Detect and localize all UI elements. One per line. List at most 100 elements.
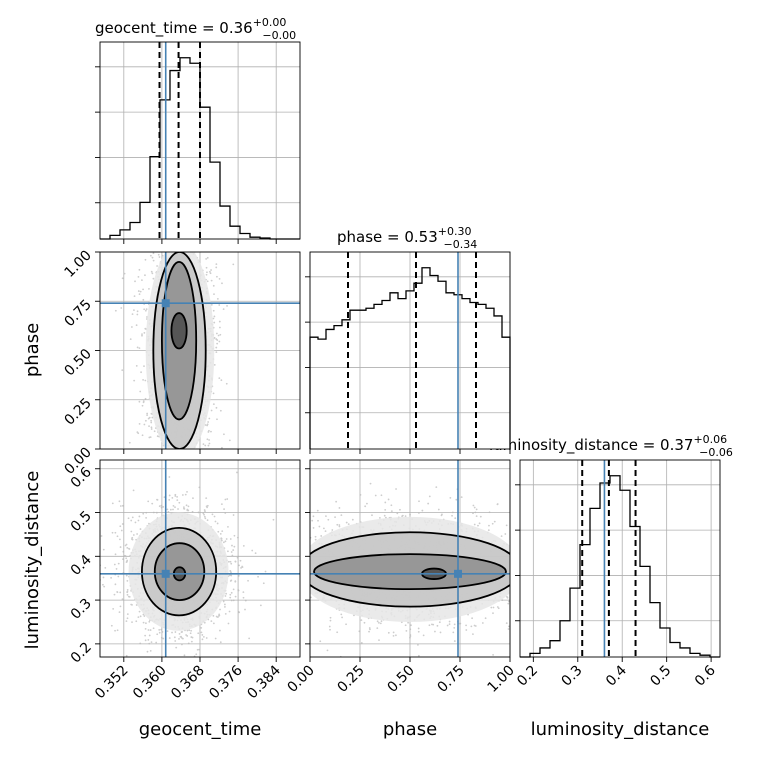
sample-point (244, 608, 246, 611)
sample-point (132, 489, 135, 492)
sample-point (162, 505, 165, 508)
sample-point (102, 548, 105, 551)
sample-point (158, 505, 161, 508)
sample-point (139, 528, 142, 530)
sample-point (171, 249, 173, 251)
sample-point (421, 509, 424, 512)
sample-point (196, 648, 199, 651)
sample-point (227, 560, 230, 563)
sample-point (516, 588, 518, 590)
sample-point (225, 538, 228, 540)
sample-point (126, 579, 129, 582)
sample-point (329, 616, 332, 619)
sample-point (169, 245, 171, 247)
sample-point (512, 579, 514, 581)
sample-point (477, 524, 479, 527)
sample-point (90, 575, 92, 577)
sample-point (160, 636, 163, 639)
sample-point (215, 332, 218, 335)
sample-point (230, 562, 233, 565)
sample-point (155, 511, 158, 514)
sample-point (115, 568, 118, 570)
sample-point (190, 629, 193, 632)
sample-point (119, 605, 122, 608)
sample-point (505, 524, 508, 527)
sample-point (152, 511, 155, 514)
sample-point (226, 305, 228, 307)
sample-point (422, 634, 425, 637)
sample-point (460, 496, 463, 499)
truth-marker (161, 569, 170, 578)
sample-point (453, 640, 456, 642)
sample-point (127, 595, 130, 598)
sample-point (216, 456, 218, 458)
sample-point (387, 631, 390, 634)
sample-point (383, 514, 386, 517)
sample-point (218, 340, 221, 343)
sample-point (158, 628, 161, 631)
sample-point (207, 444, 210, 447)
sample-point (133, 295, 136, 298)
sample-point (183, 654, 186, 657)
sample-point (439, 631, 442, 634)
sample-point (157, 243, 159, 245)
panel-background (520, 460, 720, 657)
sample-point (148, 425, 150, 428)
sample-point (359, 493, 362, 496)
sample-point (360, 619, 363, 621)
sample-point (491, 522, 494, 525)
sample-point (508, 625, 510, 628)
sample-point (384, 501, 387, 504)
sample-point (126, 613, 129, 616)
sample-point (206, 438, 209, 441)
sample-point (222, 308, 225, 311)
sample-point (215, 263, 218, 265)
sample-point (190, 240, 192, 242)
sample-point (216, 616, 219, 618)
sample-point (448, 623, 451, 626)
sample-point (157, 453, 159, 455)
sample-point (418, 512, 420, 514)
sample-point (336, 523, 339, 526)
sample-point (187, 248, 189, 250)
sample-point (465, 629, 468, 631)
sample-point (514, 542, 516, 544)
sample-point (214, 658, 216, 660)
sample-point (210, 430, 212, 433)
sample-point (210, 279, 213, 282)
sample-point (241, 565, 244, 568)
sample-point (472, 504, 475, 507)
sample-point (436, 624, 439, 627)
sample-point (345, 623, 347, 626)
sample-point (484, 617, 487, 620)
sample-point (237, 574, 240, 577)
sample-point (492, 653, 494, 656)
sample-point (125, 654, 128, 657)
sample-point (205, 497, 208, 500)
sample-point (204, 424, 207, 426)
sample-point (102, 583, 104, 586)
sample-point (166, 250, 168, 252)
sample-point (237, 589, 240, 591)
sample-point (185, 634, 187, 636)
sample-point (501, 599, 504, 602)
sample-point (240, 567, 242, 569)
sample-point (92, 565, 94, 567)
sample-point (189, 244, 191, 246)
sample-point (121, 523, 124, 525)
panel-body (90, 471, 275, 660)
sample-point (121, 277, 124, 280)
sample-point (301, 588, 303, 590)
sample-point (228, 574, 231, 577)
sample-point (219, 333, 222, 336)
sample-point (302, 548, 304, 550)
sample-point (340, 514, 343, 517)
sample-point (221, 530, 224, 533)
sample-point (328, 625, 331, 628)
sample-point (208, 417, 211, 420)
sample-point (384, 508, 387, 511)
sample-point (516, 546, 518, 548)
sample-point (138, 293, 141, 296)
sample-point (237, 555, 240, 558)
sample-point (496, 503, 499, 505)
